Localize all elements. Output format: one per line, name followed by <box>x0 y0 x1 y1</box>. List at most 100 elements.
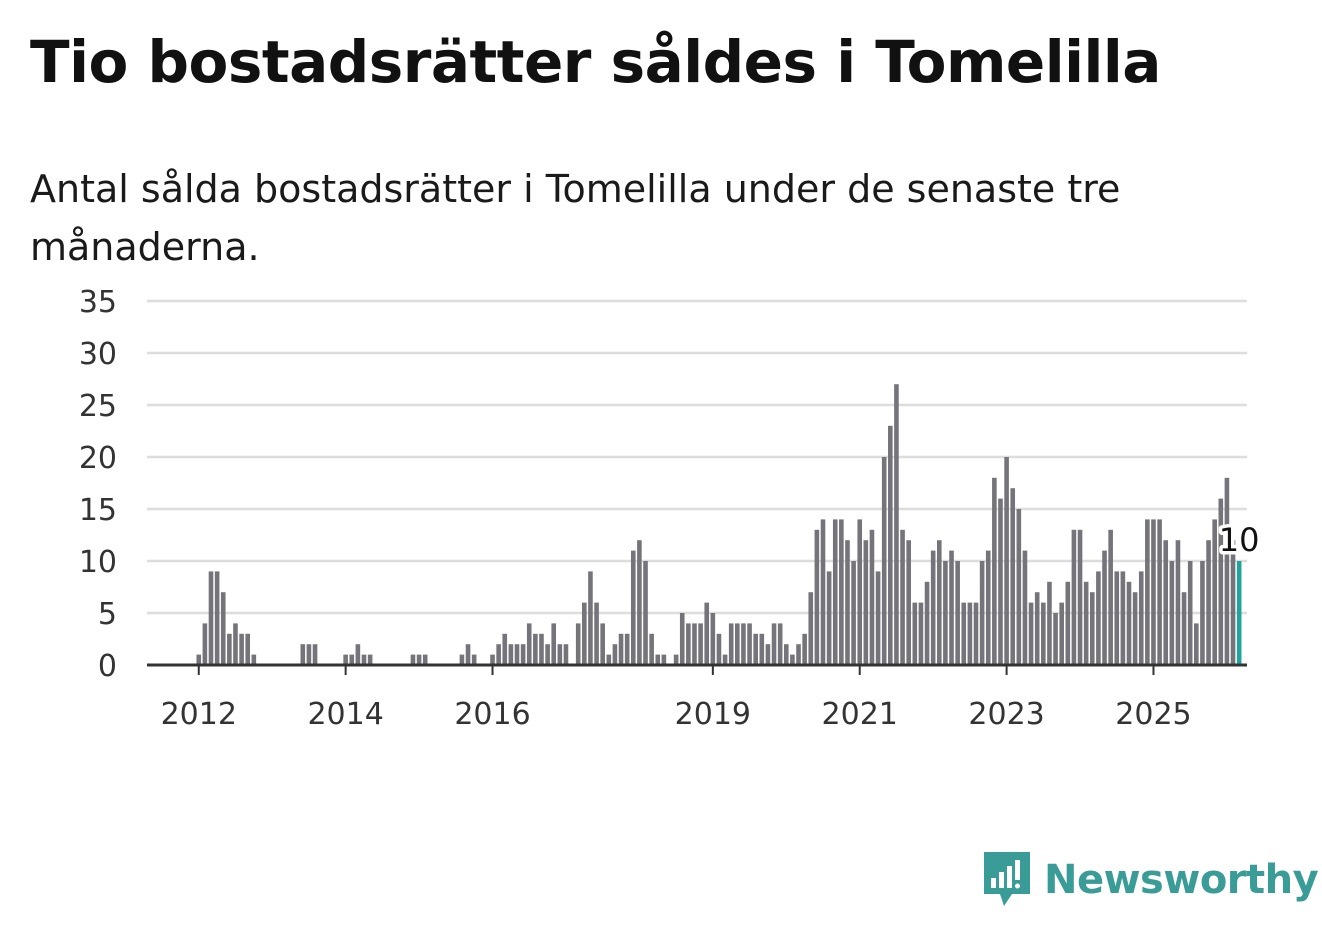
bar <box>790 654 795 665</box>
bar <box>869 529 875 665</box>
bar <box>924 581 930 665</box>
x-tick-label: 2014 <box>307 697 383 732</box>
bar <box>704 602 710 665</box>
bar <box>496 644 501 665</box>
brand-name: Newsworthy <box>1044 857 1319 903</box>
bar <box>943 561 948 665</box>
bar <box>1047 581 1052 665</box>
bar <box>1163 540 1169 665</box>
bar <box>735 623 740 665</box>
value-annotation: 10 <box>1215 518 1263 563</box>
bar <box>936 540 942 665</box>
bar <box>1016 509 1022 665</box>
bar <box>1200 561 1205 665</box>
bar <box>410 654 416 665</box>
chart-title: Tio bostadsrätter såldes i Tomelilla <box>30 28 1161 96</box>
bar <box>698 623 703 665</box>
bar <box>594 602 599 665</box>
bar-latest <box>1236 561 1242 665</box>
bar <box>214 571 220 665</box>
bar <box>1181 592 1187 665</box>
bar <box>490 654 495 665</box>
bar <box>710 613 716 665</box>
y-tick-label: 0 <box>98 649 117 684</box>
bar <box>985 550 991 665</box>
bar <box>600 623 605 665</box>
bar <box>961 602 967 665</box>
bar <box>1010 488 1016 665</box>
bar <box>618 633 624 665</box>
x-tick-label: 2016 <box>454 697 530 732</box>
bar <box>857 519 863 665</box>
bar <box>832 519 838 665</box>
bar <box>349 654 355 665</box>
bar <box>520 644 526 665</box>
x-axis-ticks: 2012 2014 2016 2019 2021 2023 2025 <box>161 665 1192 732</box>
bar <box>227 633 232 665</box>
bar <box>649 633 654 665</box>
bar <box>545 644 550 665</box>
x-tick-label: 2021 <box>822 697 898 732</box>
bar <box>973 602 979 665</box>
bar <box>747 623 752 665</box>
bar <box>949 550 954 665</box>
y-tick-label: 30 <box>79 337 117 372</box>
bar <box>643 561 648 665</box>
bar <box>637 540 642 665</box>
bar <box>814 529 820 665</box>
bar <box>1138 571 1144 665</box>
bar <box>1169 561 1175 665</box>
bar <box>300 644 306 665</box>
bar <box>894 384 899 665</box>
bar <box>716 633 722 665</box>
bar <box>728 623 734 665</box>
bar <box>630 550 636 665</box>
bar <box>692 623 697 665</box>
bar <box>588 571 593 665</box>
bar <box>881 457 887 665</box>
bar <box>1212 519 1217 665</box>
bar <box>679 613 685 665</box>
bar <box>906 540 911 665</box>
bar <box>465 644 471 665</box>
bar <box>612 644 618 665</box>
bar <box>888 425 893 665</box>
bar <box>220 592 226 665</box>
bar <box>1089 592 1095 665</box>
bar <box>563 644 569 665</box>
bar <box>606 654 612 665</box>
bar <box>306 644 312 665</box>
bar <box>367 654 373 665</box>
y-tick-label: 20 <box>79 441 117 476</box>
x-tick-label: 2012 <box>161 697 237 732</box>
bar <box>361 654 367 665</box>
bar <box>673 654 679 665</box>
bar <box>839 519 844 665</box>
x-tick-label: 2025 <box>1115 697 1191 732</box>
bar <box>1071 529 1077 665</box>
bar <box>771 623 777 665</box>
bar <box>1077 529 1083 665</box>
bar <box>1022 550 1028 665</box>
bar <box>820 519 826 665</box>
bar <box>1157 519 1162 665</box>
bar <box>1096 571 1101 665</box>
bar <box>1145 519 1150 665</box>
bar <box>422 654 428 665</box>
bar <box>930 550 936 665</box>
bar <box>1083 581 1089 665</box>
bar <box>1108 529 1113 665</box>
bar <box>783 644 789 665</box>
bar <box>661 654 667 665</box>
bar <box>208 571 214 665</box>
bars <box>196 384 1242 665</box>
bar <box>508 644 514 665</box>
latest-value-label: 10 <box>1219 521 1260 559</box>
bar <box>1126 581 1132 665</box>
bar <box>1004 457 1009 665</box>
bar <box>312 644 318 665</box>
bar <box>979 561 985 665</box>
bar <box>251 654 257 665</box>
bar <box>808 592 814 665</box>
bar <box>575 623 581 665</box>
